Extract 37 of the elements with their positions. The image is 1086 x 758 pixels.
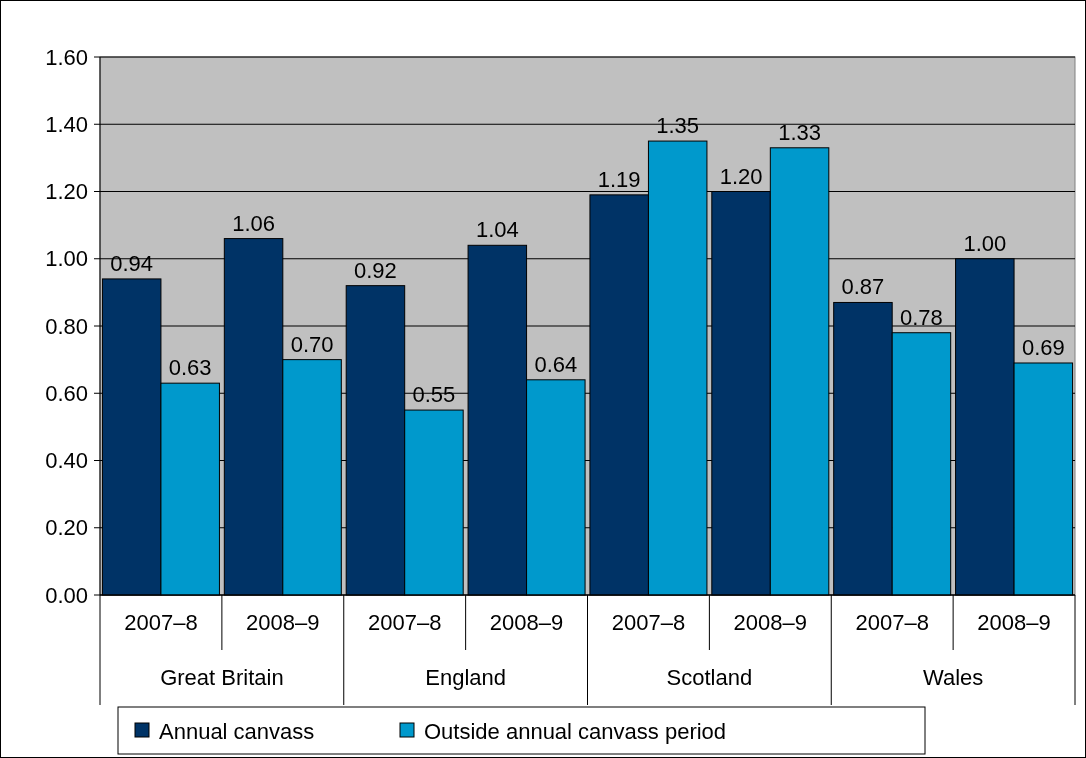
data-label: 0.69	[1021, 334, 1065, 360]
data-label: 0.70	[290, 331, 334, 357]
x-tick-label: 2008–9	[246, 610, 320, 636]
x-tick-label: 2008–9	[977, 610, 1051, 636]
data-label: 0.87	[841, 274, 885, 300]
text: Great Britain	[160, 665, 284, 691]
text: England	[425, 665, 506, 691]
data-label: 1.06	[232, 210, 275, 236]
x-tick-label: 2008–9	[733, 610, 808, 636]
legend-label: Annual canvass	[159, 718, 315, 744]
text: Wales	[922, 665, 984, 691]
data-label: 0.94	[110, 250, 154, 276]
data-label: 0.78	[900, 304, 943, 330]
data-label: 1.19	[597, 166, 641, 192]
y-tick-label: 0.60	[45, 380, 88, 406]
data-label: 1.04	[475, 217, 519, 243]
x-tick-label: 2007–8	[367, 610, 442, 636]
y-tick-label: 0.80	[45, 313, 88, 339]
data-label: 0.63	[168, 355, 212, 381]
y-tick-label: 1.00	[45, 246, 88, 272]
data-label: 1.00	[963, 230, 1007, 256]
x-tick-label: 2008–9	[489, 610, 564, 636]
text: Scotland	[666, 665, 753, 691]
x-tick-label: 2007–8	[855, 610, 929, 636]
data-label: 1.33	[778, 119, 821, 145]
data-label: 0.64	[534, 351, 578, 377]
y-tick-label: 0.20	[45, 515, 88, 541]
y-tick-label: 1.60	[45, 44, 88, 70]
legend-label: Outside annual canvass period	[424, 718, 727, 744]
y-tick-label: 0.40	[45, 448, 88, 474]
x-tick-label: 2007–8	[124, 610, 198, 636]
x-tick-label: 2007–8	[611, 610, 686, 636]
data-label: 0.92	[354, 257, 397, 283]
y-tick-label: 1.20	[45, 179, 88, 205]
y-tick-label: 1.40	[45, 111, 88, 137]
data-label: 1.20	[719, 163, 763, 189]
y-tick-label: 0.00	[45, 582, 88, 608]
